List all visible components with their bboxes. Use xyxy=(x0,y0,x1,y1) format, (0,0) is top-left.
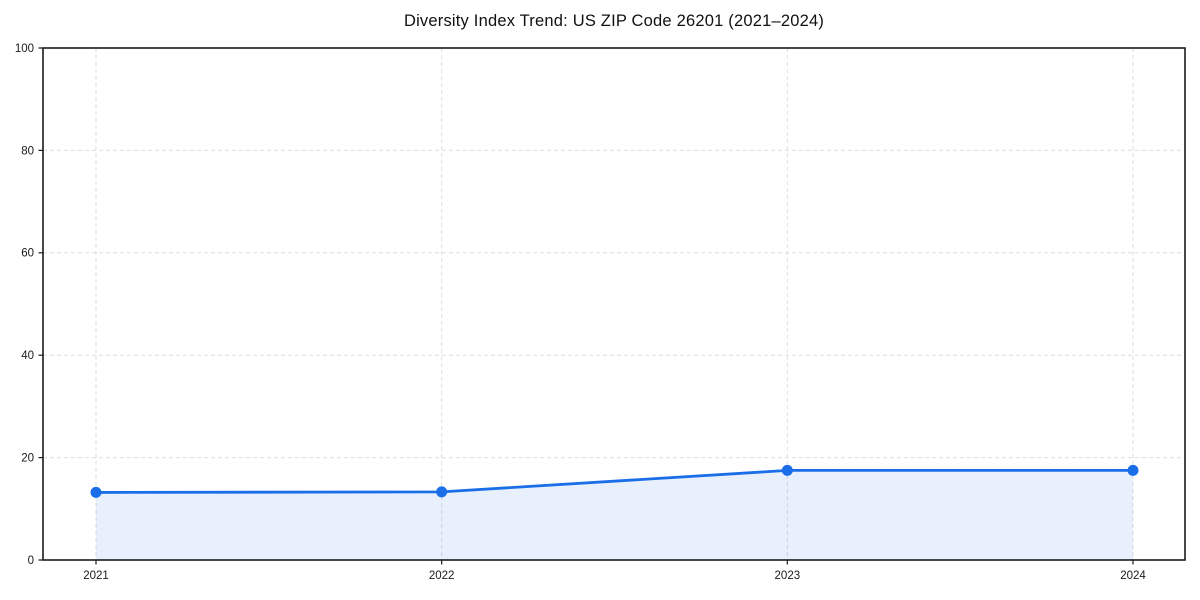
x-tick-label: 2023 xyxy=(775,570,801,582)
x-tick-label: 2024 xyxy=(1120,570,1146,582)
trend-line xyxy=(94,469,1135,494)
data-point-2021 xyxy=(90,486,102,498)
y-tick-label: 60 xyxy=(21,248,34,260)
data-point-2024 xyxy=(1127,464,1139,476)
plot-frame xyxy=(42,47,1186,561)
y-tick-label: 80 xyxy=(21,145,34,157)
data-point-2022 xyxy=(436,486,448,498)
y-tick-label: 40 xyxy=(21,350,34,362)
y-tick-label: 0 xyxy=(28,555,34,567)
y-tick-label: 20 xyxy=(21,453,34,465)
x-tick-label: 2021 xyxy=(83,570,109,582)
area-fill xyxy=(96,470,1133,560)
x-tick-label: 2022 xyxy=(429,570,455,582)
data-point-2023 xyxy=(781,464,793,476)
chart-title: Diversity Index Trend: US ZIP Code 26201… xyxy=(403,12,825,30)
y-tick-label: 100 xyxy=(15,43,34,55)
